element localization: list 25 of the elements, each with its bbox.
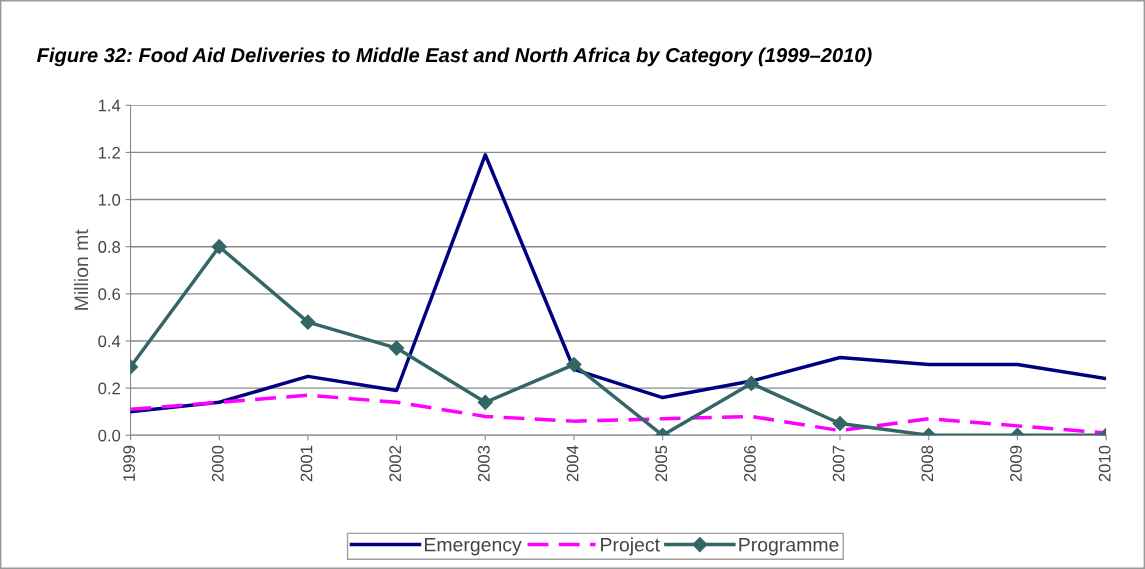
legend-label: Programme [739,537,839,556]
x-tick-label: 2001 [300,445,313,482]
x-tick-label: 2005 [655,445,668,482]
x-tick-label: 2007 [832,445,845,482]
legend-label: Project [601,537,660,556]
x-tick-label: 1999 [123,445,135,481]
x-tick-label: 2004 [566,445,579,482]
y-tick-label: 0.8 [98,241,121,253]
x-tick-label: 2008 [921,445,934,482]
y-tick-label: 0.4 [98,335,121,348]
legend-label: Emergency [424,537,522,556]
x-tick-label: 2003 [477,445,490,482]
y-axis-title: Million mt [73,229,89,310]
x-tick-label: 2002 [389,445,402,482]
chart-title: Figure 32: Food Aid Deliveries to Middle East and North Africa by Category (1999–2010) [37,47,872,67]
y-tick-label: 0.0 [98,429,121,442]
y-tick-label: 0.2 [98,382,120,395]
y-tick-label: 1.2 [98,146,120,159]
x-tick-label: 2000 [211,445,224,482]
x-tick-label: 2009 [1010,445,1022,482]
y-tick-label: 1.0 [98,193,121,206]
x-tick-label: 2006 [744,445,756,482]
x-tick-label: 2010 [1098,445,1111,482]
y-tick-label: 1.4 [98,99,121,112]
y-tick-label: 0.6 [98,288,121,301]
